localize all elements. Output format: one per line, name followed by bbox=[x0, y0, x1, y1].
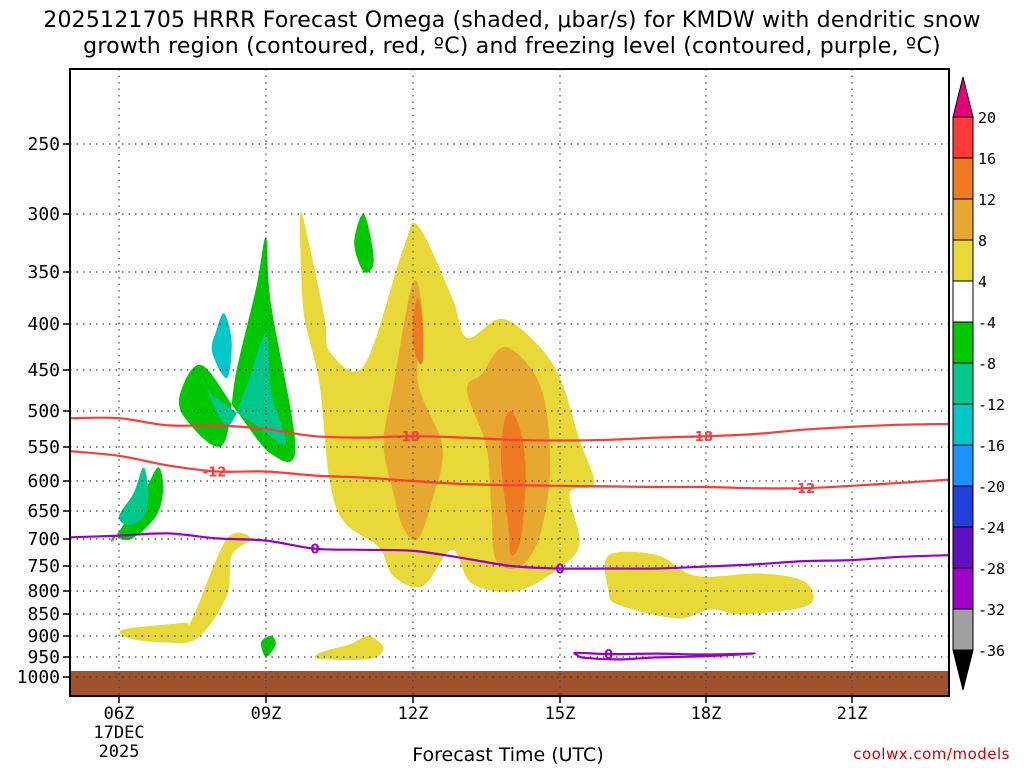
colorbar-label--8: -8 bbox=[978, 355, 996, 373]
contour-freezing-level-label-0: 0 bbox=[310, 543, 319, 558]
colorbar-label-16: 16 bbox=[978, 150, 996, 168]
omega-region-4 bbox=[299, 212, 595, 592]
colorbar-box-10 bbox=[952, 526, 974, 569]
y-tick-label-550: 550 bbox=[27, 437, 60, 458]
omega-region--12 bbox=[201, 333, 286, 445]
y-tick-label-750: 750 bbox=[27, 556, 60, 577]
y-tick-label-950: 950 bbox=[27, 647, 60, 668]
colorbar-box-11 bbox=[952, 567, 974, 610]
colorbar-top-triangle bbox=[952, 76, 974, 118]
ground-fill bbox=[70, 671, 949, 696]
colorbar-box-1 bbox=[952, 157, 974, 200]
plot-axes: 2503003504004505005506006507007508008509… bbox=[17, 68, 950, 762]
colorbar-box-6 bbox=[952, 362, 974, 405]
y-tick-label-850: 850 bbox=[27, 604, 60, 625]
y-tick-label-1000: 1000 bbox=[17, 667, 60, 688]
x-tick-label-09Z: 09Z bbox=[251, 704, 282, 724]
omega-region--8 bbox=[354, 213, 374, 273]
x-tick-label-15Z: 15Z bbox=[545, 704, 576, 724]
y-tick-label-600: 600 bbox=[27, 471, 60, 492]
colorbar-box-8 bbox=[952, 444, 974, 487]
colorbar-label-4: 4 bbox=[978, 273, 987, 291]
colorbar-label--36: -36 bbox=[978, 642, 1005, 660]
y-tick-label-700: 700 bbox=[27, 529, 60, 550]
colorbar-box-7 bbox=[952, 403, 974, 446]
contour-freezing-level-label-1: 0 bbox=[555, 563, 564, 578]
omega-region-12 bbox=[412, 297, 424, 365]
omega-region-8 bbox=[383, 279, 443, 541]
y-tick-label-500: 500 bbox=[27, 401, 60, 422]
colorbar-label-12: 12 bbox=[978, 191, 996, 209]
colorbar-label--20: -20 bbox=[978, 478, 1005, 496]
omega-shading bbox=[111, 212, 814, 661]
omega-region-4 bbox=[314, 635, 384, 661]
chart-title-line-1: 2025121705 HRRR Forecast Omega (shaded, … bbox=[43, 8, 981, 33]
omega-region--16 bbox=[211, 313, 232, 379]
colorbar-box-4 bbox=[952, 280, 974, 323]
colorbar-label--4: -4 bbox=[978, 314, 996, 332]
chart-title-line-2: growth region (contoured, red, ºC) and f… bbox=[83, 34, 941, 59]
grid-lines bbox=[70, 69, 949, 696]
x-axis-label: Forecast Time (UTC) bbox=[0, 744, 1024, 766]
colorbar-box-5 bbox=[952, 321, 974, 364]
temperature-contours: -18 -18 -12 -12 0 0 0 bbox=[70, 416, 949, 663]
colorbar-label-8: 8 bbox=[978, 232, 987, 250]
colorbar-box-3 bbox=[952, 239, 974, 282]
x-tick-label-12Z: 12Z bbox=[398, 704, 429, 724]
x-axis-label-text: Forecast Time (UTC) bbox=[412, 744, 604, 766]
omega-region--8 bbox=[260, 635, 276, 658]
y-tick-label-400: 400 bbox=[27, 314, 60, 335]
omega-region-4 bbox=[119, 532, 252, 644]
colorbar-label--28: -28 bbox=[978, 560, 1005, 578]
contour-minus12-label-1: -12 bbox=[792, 482, 816, 497]
colorbar-label--24: -24 bbox=[978, 519, 1005, 537]
colorbar-box-0 bbox=[952, 116, 974, 159]
x-tick-label-06Z: 06Z bbox=[104, 704, 135, 724]
y-tick-label-300: 300 bbox=[27, 204, 60, 225]
colorbar-label-20: 20 bbox=[978, 109, 996, 127]
contour-freezing-level-loop-label-0: 0 bbox=[604, 648, 613, 663]
contour-minus18 bbox=[70, 416, 949, 442]
y-tick-label-650: 650 bbox=[27, 501, 60, 522]
y-tick-label-900: 900 bbox=[27, 626, 60, 647]
x-tick-label-18Z: 18Z bbox=[691, 704, 722, 724]
ground-layer bbox=[70, 671, 949, 696]
colorbar-box-12 bbox=[952, 608, 974, 651]
chart-title: 2025121705 HRRR Forecast Omega (shaded, … bbox=[0, 8, 1024, 60]
omega-region--12 bbox=[118, 467, 149, 525]
x-date-label-0: 17DEC bbox=[93, 723, 144, 743]
x-tick-label-21Z: 21Z bbox=[837, 704, 868, 724]
y-tick-label-250: 250 bbox=[27, 134, 60, 155]
y-tick-label-450: 450 bbox=[27, 360, 60, 381]
y-tick-label-350: 350 bbox=[27, 262, 60, 283]
colorbar-box-9 bbox=[952, 485, 974, 528]
colorbar-label--32: -32 bbox=[978, 601, 1005, 619]
plot-frame bbox=[69, 68, 950, 697]
colorbar-label--12: -12 bbox=[978, 396, 1005, 414]
source-credit: coolwx.com/models bbox=[853, 745, 1010, 763]
contour-minus18-label-0: -18 bbox=[396, 430, 420, 445]
contour-minus18-label-1: -18 bbox=[689, 430, 713, 445]
y-tick-label-800: 800 bbox=[27, 581, 60, 602]
contour-minus12 bbox=[70, 450, 949, 490]
colorbar-box-2 bbox=[952, 198, 974, 241]
omega-colorbar: 20 16 12 8 4 -4 -8 -12 -16 -20 -24 -28 -32 -36 bbox=[952, 76, 1005, 691]
colorbar-label--16: -16 bbox=[978, 437, 1005, 455]
colorbar-bottom-triangle bbox=[952, 649, 974, 691]
contour-freezing-level-loop bbox=[573, 651, 756, 661]
x-date-label-1: 2025 bbox=[99, 742, 140, 762]
contour-freezing-level bbox=[70, 532, 949, 570]
contour-minus12-label-0: -12 bbox=[203, 465, 227, 480]
